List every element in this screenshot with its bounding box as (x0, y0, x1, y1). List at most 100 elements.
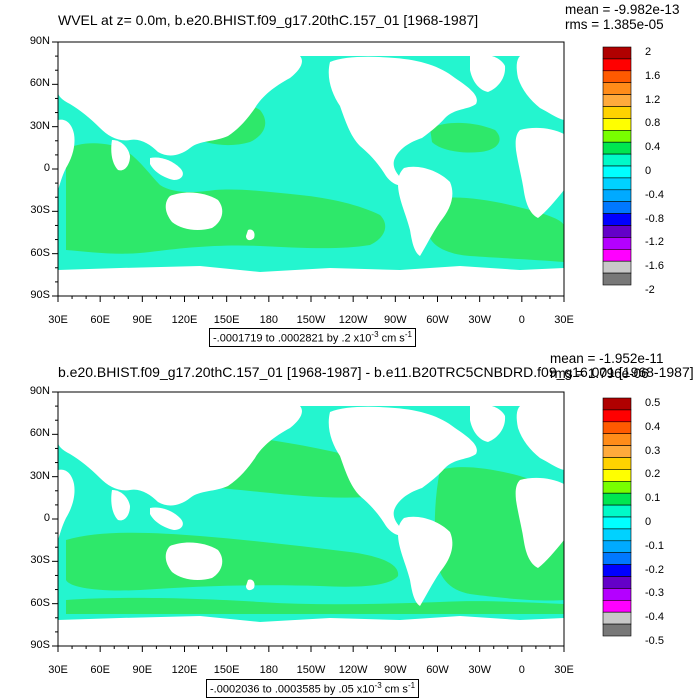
latitude-label: 90N (29, 35, 50, 47)
colorbar-box (602, 480, 632, 494)
colorbar-box (602, 623, 632, 637)
panel-2-title: b.e20.BHIST.f09_g17.20thC.157_01 [1968-1… (58, 364, 694, 380)
colorbar-box (602, 457, 632, 470)
colorbar-box (602, 177, 632, 191)
colorbar-box (602, 272, 632, 286)
latitude-label: 30S (30, 554, 50, 567)
range-note-unit-exponent: -1 (407, 681, 416, 690)
colorbar-box (602, 260, 632, 274)
longitude-label: 180 (259, 664, 278, 676)
longitude-label: 90E (132, 664, 153, 676)
colorbar-label: -0.1 (645, 539, 664, 552)
range-note-unit: cm s (378, 332, 405, 345)
axis-ticks (52, 41, 565, 652)
latitude-label: 0 (43, 162, 50, 174)
colorbar-box (602, 504, 632, 518)
longitude-label: 120W (338, 664, 368, 676)
colorbar-box (602, 46, 632, 60)
range-note-text: -.0002036 to .0003585 by .05 x10 (210, 683, 375, 696)
colorbar-box (602, 130, 632, 143)
range-note-unit-exponent: -1 (404, 330, 412, 339)
colorbar-box (602, 106, 632, 119)
colorbar-label: -0.4 (645, 611, 664, 624)
colorbar-box (602, 469, 632, 482)
longitude-label: 150W (296, 314, 326, 326)
colorbar-label: -0.3 (645, 587, 664, 600)
colorbar-box (602, 189, 632, 203)
colorbar-box (602, 528, 632, 542)
longitude-label: 120E (171, 664, 198, 676)
longitude-label: 150E (213, 314, 240, 326)
panel-2-rms: rms = 1.796e-06 (550, 366, 649, 381)
panel-2-mean: mean = -1.952e-11 (550, 351, 664, 366)
colorbar-box (602, 213, 632, 226)
longitude-label: 30W (468, 664, 491, 676)
longitude-label: 120W (338, 314, 368, 326)
colorbar-label: 2 (645, 45, 652, 58)
longitude-label: 180 (259, 314, 278, 326)
range-note-unit: cm s (381, 683, 408, 696)
colorbar-label: -0.2 (645, 563, 664, 576)
panel-1-mean: mean = -9.982e-13 (565, 2, 680, 17)
latitude-label: 90S (30, 289, 50, 301)
latitude-label: 60S (30, 596, 50, 609)
colorbar-box (602, 599, 632, 613)
colorbar-box (602, 237, 632, 250)
colorbar-box (602, 58, 632, 72)
panel-2-range-note: -.0002036 to .0003585 by .05 x10-3 cm s-… (206, 679, 420, 698)
colorbar-label: 0.8 (645, 117, 661, 130)
longitude-label: 30W (468, 314, 491, 326)
latitude-label: 60S (30, 246, 50, 259)
colorbar-box (602, 552, 632, 565)
colorbar-label: 1.2 (645, 93, 661, 106)
latitude-label: 60N (29, 77, 50, 90)
colorbar-box (602, 540, 632, 553)
colorbar-box (602, 397, 632, 411)
longitude-label: 30E (48, 314, 68, 326)
longitude-label: 60W (426, 664, 449, 676)
longitude-label: 150W (296, 664, 326, 676)
colorbar-label: 0.4 (645, 141, 661, 154)
colorbars (602, 46, 632, 637)
colorbar-label: -0.4 (645, 188, 664, 201)
colorbar-box (602, 433, 632, 446)
colorbar-label: -2 (645, 283, 655, 296)
colorbar-box (602, 141, 632, 155)
panel-1-map (58, 42, 564, 296)
panel-2-map (58, 392, 564, 646)
longitude-label: 0 (518, 664, 525, 676)
colorbar-box (602, 225, 632, 238)
longitude-label: 60E (90, 314, 110, 326)
colorbar-label: 1.6 (645, 69, 661, 82)
colorbar-label: -0.5 (645, 634, 664, 647)
colorbar-box (602, 445, 632, 458)
range-note-text: -.0001719 to .0002821 by .2 x10 (213, 332, 372, 345)
colorbar-box (602, 82, 632, 95)
colorbar-box (602, 611, 632, 625)
latitude-label: 30S (30, 204, 50, 217)
colorbar-box (602, 201, 632, 214)
longitude-label: 0 (518, 314, 525, 326)
colorbar-box (602, 564, 632, 577)
longitude-label: 90W (384, 664, 407, 676)
longitude-label: 90E (132, 314, 153, 326)
latitude-label: 30N (29, 469, 50, 482)
colorbar-box (602, 576, 632, 589)
colorbar-box (602, 118, 632, 131)
panel-1-title: WVEL at z= 0.0m, b.e20.BHIST.f09_g17.20t… (58, 12, 479, 28)
colorbar-label: 0.5 (645, 396, 661, 409)
colorbar-label: -0.8 (645, 212, 664, 225)
colorbar-box (602, 516, 632, 530)
longitude-label: 60W (426, 314, 449, 326)
longitude-label: 150E (213, 664, 240, 676)
colorbar-label: 0 (645, 515, 652, 528)
colorbar-box (602, 165, 632, 179)
colorbar-label: 0.1 (645, 492, 661, 505)
longitude-label: 90W (384, 314, 407, 326)
colorbar-box (602, 70, 632, 84)
colorbar-box (602, 94, 632, 107)
latitude-label: 90N (29, 385, 50, 397)
colorbar-label: 0 (645, 164, 652, 177)
latitude-label: 30N (29, 119, 50, 132)
